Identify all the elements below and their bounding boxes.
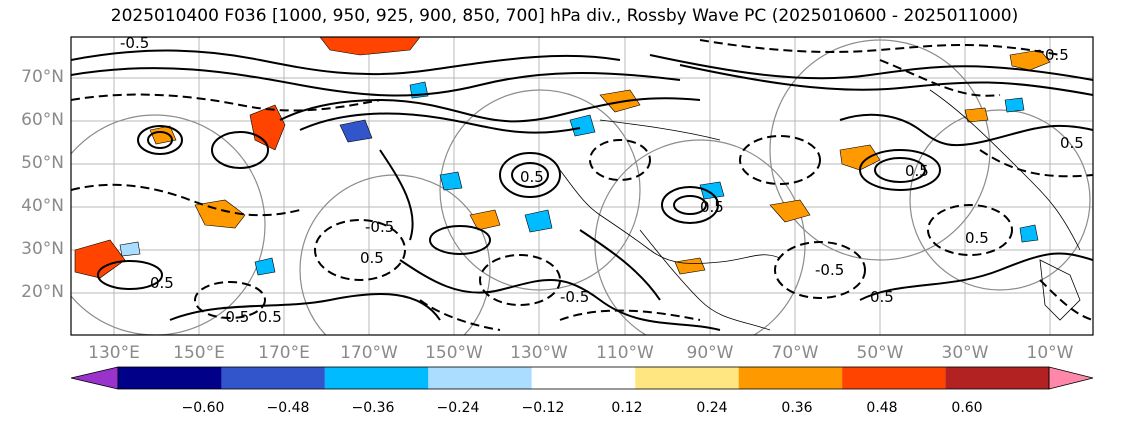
lon-label: 50°W: [856, 343, 904, 363]
colorbar-swatch: [324, 367, 429, 389]
map-frame: [70, 36, 1094, 336]
lon-label: 110°W: [596, 343, 654, 363]
lon-label: 10°W: [1026, 343, 1074, 363]
lon-label: 170°W: [340, 343, 398, 363]
map-title: 2025010400 F036 [1000, 950, 925, 900, 85…: [110, 6, 1019, 26]
lon-label: 130°W: [510, 343, 568, 363]
colorbar-tick-label: −0.48: [266, 400, 310, 416]
colorbar: [70, 366, 1094, 390]
lat-label: 30°N: [21, 239, 64, 259]
lon-label: 90°W: [686, 343, 734, 363]
colorbar-tick-label: −0.36: [351, 400, 395, 416]
contour-value-label: 0.5: [360, 249, 384, 267]
colorbar-tick-label: −0.60: [181, 400, 225, 416]
lon-label: 170°E: [258, 343, 310, 363]
coastlines: [559, 89, 1081, 331]
lat-label: 70°N: [21, 67, 64, 87]
colorbar-frame: [117, 366, 1050, 390]
colorbar-tick-label: −0.12: [521, 400, 565, 416]
colorbar-tick-label: 0.60: [951, 400, 983, 416]
contour-labels: -0.5 0.5 -0.5 0.5 0.5 -0.5 0.5 0.5 -0.5 0.5 0.5 0.5…: [120, 34, 1084, 326]
contour-value-label: 0.5: [150, 274, 174, 292]
positive-contours: [71, 49, 1093, 331]
colorbar-swatch: [531, 367, 636, 389]
map-field: -0.5 0.5 -0.5 0.5 0.5 -0.5 0.5 0.5 -0.5 0.5 0.5 0.5…: [71, 34, 1093, 335]
lon-label: 30°W: [941, 343, 989, 363]
colorbar-swatch: [221, 367, 325, 389]
lat-label: 40°N: [21, 196, 64, 216]
contour-value-label: 0.5: [905, 162, 929, 180]
colorbar-tick-label: 0.36: [781, 400, 813, 416]
lat-label: 60°N: [21, 110, 64, 130]
colorbar-swatch: [118, 367, 222, 389]
divergence-shading: [74, 37, 1051, 279]
colorbar-tick-label: 0.24: [696, 400, 728, 416]
negative-contours: [71, 39, 1093, 331]
contour-value-label: 0.5: [520, 168, 544, 186]
colorbar-extend-max: [1048, 366, 1094, 390]
colorbar-swatch: [635, 367, 739, 389]
contour-value-label: -0.5: [120, 34, 149, 52]
lat-label: 20°N: [21, 282, 64, 302]
contour-value-label: 0.5: [965, 229, 989, 247]
lat-label: 50°N: [21, 153, 64, 173]
contour-value-label: 0.5: [870, 288, 894, 306]
contour-value-label: -0.5: [220, 308, 249, 326]
colorbar-swatch: [738, 367, 843, 389]
contour-value-label: -0.5: [815, 261, 844, 279]
colorbar-tick-label: 0.12: [611, 400, 643, 416]
colorbar-swatch: [428, 367, 532, 389]
contour-value-label: 0.5: [258, 308, 282, 326]
lon-label: 70°W: [771, 343, 819, 363]
lon-label: 130°E: [88, 343, 140, 363]
colorbar-tick-label: 0.48: [866, 400, 898, 416]
colorbar-swatch: [945, 367, 1049, 389]
lon-label: 150°W: [425, 343, 483, 363]
colorbar-extend-min: [70, 366, 119, 390]
contour-value-label: 0.5: [700, 198, 724, 216]
contour-value-label: -0.5: [365, 218, 394, 236]
colorbar-swatch: [842, 367, 946, 389]
lon-label: 150°E: [173, 343, 225, 363]
contour-value-label: 0.5: [1060, 134, 1084, 152]
contour-value-label: -0.5: [560, 288, 589, 306]
contour-value-label: 0.5: [1045, 46, 1069, 64]
colorbar-tick-label: −0.24: [436, 400, 480, 416]
